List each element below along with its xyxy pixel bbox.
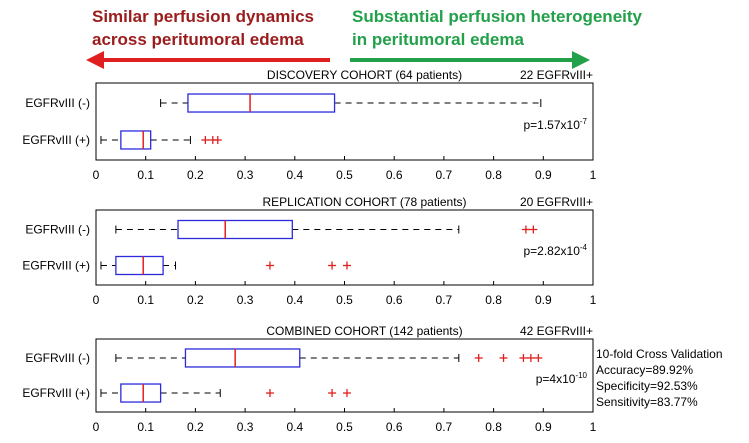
x-tick-label: 0.2 (187, 168, 204, 182)
outlier-marker (201, 135, 210, 144)
x-tick-label: 0.8 (485, 293, 502, 307)
box (177, 219, 293, 240)
panel-annotation: 42 EGFRvIII+ (520, 324, 593, 338)
p-value: p=4x10-10 (536, 371, 588, 386)
left-arrow-head (86, 51, 104, 69)
x-tick-label: 0.5 (336, 293, 353, 307)
panel-annotation: 22 EGFRvIII+ (520, 68, 593, 82)
x-tick-label: 0.8 (485, 168, 502, 182)
outlier-marker (342, 261, 351, 270)
outlier-marker (265, 261, 274, 270)
y-category-label: EGFRvIII (-) (25, 96, 90, 110)
outlier-marker (529, 225, 538, 234)
panel-title: REPLICATION COHORT (78 patients) (262, 195, 466, 209)
x-tick-label: 0.3 (237, 293, 254, 307)
x-tick-label: 0 (93, 293, 100, 307)
x-tick-label: 0.4 (286, 293, 303, 307)
outlier-marker (265, 389, 274, 398)
outlier-marker (213, 135, 222, 144)
x-tick-label: 0.9 (535, 420, 552, 434)
x-tick-label: 0.7 (436, 420, 453, 434)
panel-3: COMBINED COHORT (142 patients) 42 EGFRvII… (22, 324, 596, 434)
x-tick-label: 0.2 (187, 293, 204, 307)
x-tick-label: 0.6 (386, 293, 403, 307)
x-tick-label: 0 (93, 420, 100, 434)
header-right-line2: in peritumoral edema (352, 30, 524, 49)
y-category-label: EGFRvIII (-) (25, 223, 90, 237)
x-tick-label: 0.5 (336, 420, 353, 434)
axes-frame (95, 82, 594, 161)
cv-sensitivity: Sensitivity=83.77% (596, 395, 698, 409)
x-tick-label: 0.3 (237, 168, 254, 182)
x-tick-label: 0.7 (436, 293, 453, 307)
x-tick-label: 1 (590, 168, 597, 182)
header-left-text: Similar perfusion dynamics across peritu… (92, 5, 314, 51)
x-tick-label: 0.1 (137, 293, 154, 307)
cv-specificity: Specificity=92.53% (596, 379, 698, 393)
x-tick-label: 0.4 (286, 168, 303, 182)
header-left-line2: across peritumoral edema (92, 30, 304, 49)
box (187, 93, 336, 113)
box (120, 130, 152, 150)
x-tick-label: 1 (590, 293, 597, 307)
x-tick-label: 0.3 (237, 420, 254, 434)
panel-annotation: 20 EGFRvIII+ (520, 195, 593, 209)
x-tick-label: 0.2 (187, 420, 204, 434)
x-tick-label: 0.5 (336, 168, 353, 182)
cv-accuracy: Accuracy=89.92% (596, 363, 694, 377)
header-right-line1: Substantial perfusion heterogeneity (352, 7, 642, 26)
axes-frame (95, 338, 594, 413)
x-tick-label: 0.9 (535, 168, 552, 182)
y-category-label: EGFRvIII (-) (25, 351, 90, 365)
x-tick-label: 1 (590, 420, 597, 434)
p-value: p=2.82x10-4 (523, 243, 587, 258)
x-tick-label: 0.6 (386, 420, 403, 434)
panel-1: DISCOVERY COHORT (64 patients) 22 EGFRvII… (22, 68, 596, 182)
p-value-exponent: -10 (575, 371, 587, 380)
outlier-marker (499, 353, 508, 362)
outlier-marker (519, 353, 528, 362)
panel-2: REPLICATION COHORT (78 patients) 20 EGFRv… (22, 195, 596, 307)
panel-title: DISCOVERY COHORT (64 patients) (267, 68, 462, 82)
outlier-marker (474, 353, 483, 362)
outlier-marker (328, 261, 337, 270)
outlier-marker (521, 225, 530, 234)
box (184, 348, 301, 368)
x-tick-label: 0.1 (137, 420, 154, 434)
p-value-exponent: -7 (580, 117, 588, 126)
outlier-marker (328, 389, 337, 398)
outlier-marker (526, 353, 535, 362)
header-left-line1: Similar perfusion dynamics (92, 7, 315, 26)
cv-title: 10-fold Cross Validation (596, 347, 723, 361)
box (120, 383, 162, 403)
p-value-base: p=1.57x10 (523, 118, 580, 132)
box (115, 255, 164, 276)
y-category-label: EGFRvIII (+) (22, 133, 90, 147)
x-tick-label: 0.6 (386, 168, 403, 182)
axes-frame (95, 209, 594, 286)
p-value-base: p=4x10 (536, 372, 576, 386)
y-category-label: EGFRvIII (+) (22, 259, 90, 273)
x-tick-label: 0.9 (535, 293, 552, 307)
header-right-text: Substantial perfusion heterogeneity in p… (352, 5, 642, 51)
x-tick-label: 0.8 (485, 420, 502, 434)
x-tick-label: 0.1 (137, 168, 154, 182)
right-arrow-head (572, 51, 590, 69)
p-value-base: p=2.82x10 (523, 244, 580, 258)
y-category-label: EGFRvIII (+) (22, 386, 90, 400)
x-tick-label: 0.7 (436, 168, 453, 182)
outlier-marker (342, 389, 351, 398)
outlier-marker (534, 353, 543, 362)
p-value: p=1.57x10-7 (523, 117, 587, 132)
x-tick-label: 0 (93, 168, 100, 182)
panel-title: COMBINED COHORT (142 patients) (266, 324, 462, 338)
p-value-exponent: -4 (580, 243, 588, 252)
x-tick-label: 0.4 (286, 420, 303, 434)
